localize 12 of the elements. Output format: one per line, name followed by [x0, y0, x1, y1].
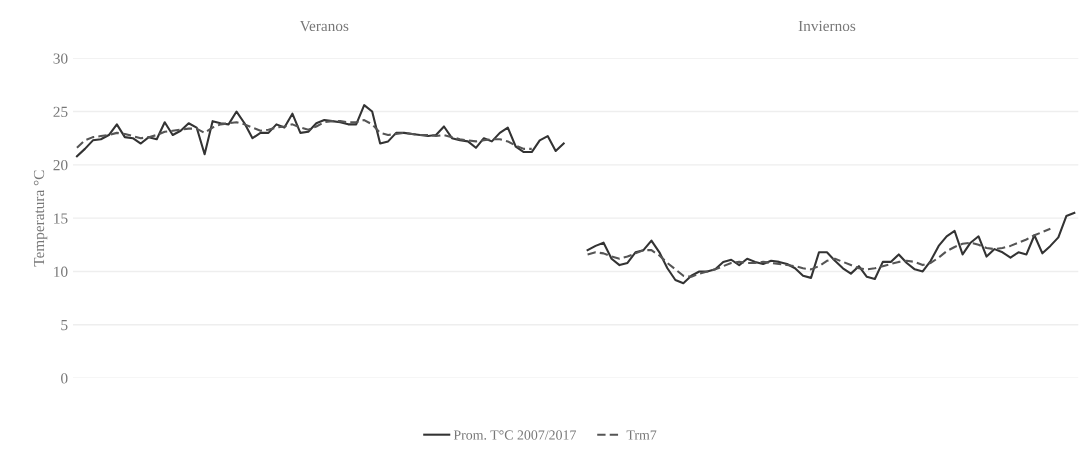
y-tick-label: 10 — [54, 266, 68, 277]
y-axis-title: Temperatura °C — [33, 170, 48, 267]
y-tick-label: 0 — [61, 373, 68, 384]
y-tick-label: 20 — [53, 160, 68, 171]
y-tick-label: 25 — [53, 106, 68, 117]
legend-label: Trm7 — [626, 430, 657, 440]
y-tick-label: 15 — [54, 213, 68, 224]
y-tick-label: 30 — [53, 53, 68, 64]
y-tick-label: 5 — [61, 320, 68, 331]
text: Inviernos — [798, 20, 856, 32]
text: Veranos — [299, 20, 349, 32]
legend-label: Prom. T°C 2007/2017 — [453, 430, 576, 440]
